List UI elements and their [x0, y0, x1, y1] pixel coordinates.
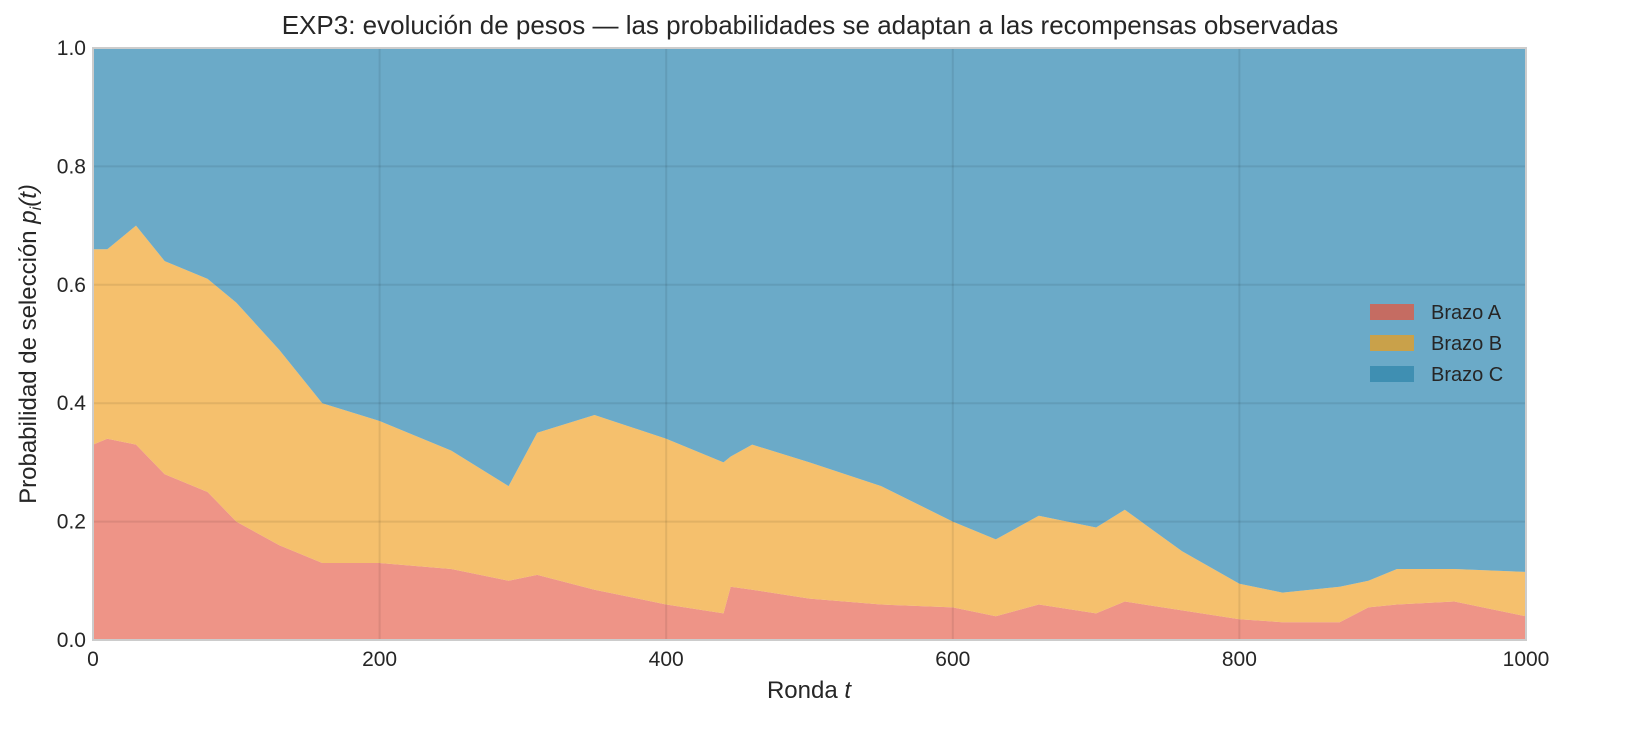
- x-tick-label: 600: [935, 648, 970, 671]
- y-tick-label: 0.4: [57, 392, 87, 415]
- legend-label: Brazo C: [1431, 364, 1503, 386]
- grid-lines: [93, 48, 1526, 640]
- y-tick-label: 0.6: [57, 274, 86, 297]
- y-tick-label: 0.8: [57, 155, 86, 178]
- legend-swatch: [1370, 366, 1414, 382]
- brazo-c-area: [93, 48, 1526, 593]
- y-axis-ticks: 0.0 0.2 0.4 0.6 0.8 1.0: [57, 37, 87, 652]
- brazo-a-area: [93, 438, 1526, 640]
- plot-frame: [92, 47, 1527, 641]
- x-axis-ticks: 0 200 400 600 800 1000: [87, 648, 1549, 671]
- y-tick-label: 0.0: [57, 629, 86, 652]
- x-axis-label: Ronda t: [767, 677, 852, 704]
- brazo-b-area: [93, 225, 1526, 623]
- chart-title: EXP3: evolución de pesos — las probabili…: [281, 10, 1339, 40]
- x-tick-label: 0: [87, 648, 99, 671]
- y-axis-label: Probabilidad de selección pi(t): [15, 184, 45, 504]
- x-tick-label: 1000: [1503, 648, 1550, 671]
- x-tick-label: 400: [649, 648, 684, 671]
- x-tick-label: 200: [362, 648, 397, 671]
- y-tick-label: 0.2: [57, 511, 86, 534]
- legend-swatch: [1370, 304, 1414, 320]
- plot-area: [92, 47, 1527, 641]
- x-tick-label: 800: [1222, 648, 1257, 671]
- legend-label: Brazo B: [1431, 333, 1502, 355]
- legend-label: Brazo A: [1431, 302, 1502, 324]
- legend-swatch: [1370, 335, 1414, 351]
- legend: Brazo A Brazo B Brazo C: [1370, 302, 1503, 386]
- y-tick-label: 1.0: [57, 37, 86, 60]
- stacked-areas: [93, 48, 1526, 640]
